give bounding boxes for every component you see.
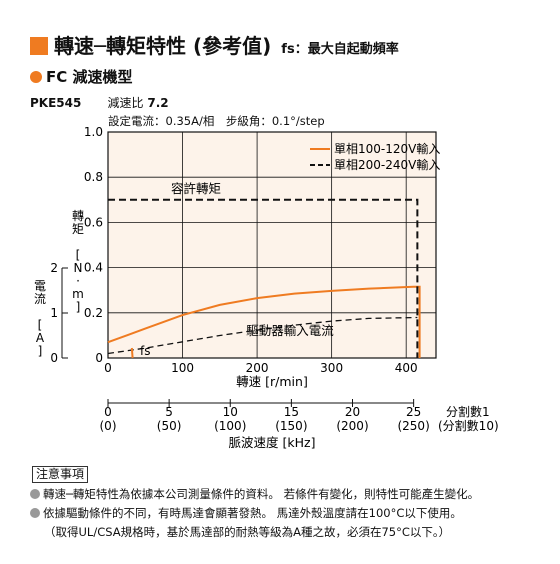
- notes-title: 注意事項: [32, 466, 89, 483]
- series-line-0: [107, 285, 421, 358]
- note-line-2: 依據驅動條件的不同，有時馬達會顯著發熱。 馬達外殼溫度請在100°C以下使用。: [30, 505, 462, 521]
- y-tick-label: 1.0: [84, 125, 103, 139]
- note-line-1: 轉速─轉矩特性為依據本公司測量條件的資料。 若條件有變化，則特性可能產生變化。: [30, 486, 479, 502]
- setting-text: 設定電流：0.35A/相 步級角：0.1°/step: [108, 114, 325, 128]
- legend-label-0: 單相100-120V輸入: [334, 141, 440, 156]
- freq-tick-label-paren: (50): [157, 419, 182, 433]
- y-tick-label: 0.4: [84, 261, 103, 275]
- y-tick-label: 0.2: [84, 306, 103, 320]
- annotation-fs: fs: [140, 344, 150, 358]
- y2-tick-label: 1: [50, 306, 58, 320]
- plot-border: [107, 131, 437, 359]
- orange-dot-icon: [30, 70, 42, 83]
- freq-tick-label-paren: (100): [214, 419, 246, 433]
- freq-tick-label-paren: (200): [336, 419, 368, 433]
- x-tick-label: 0: [104, 361, 112, 375]
- freq-tick-label-paren: (150): [275, 419, 307, 433]
- ratio: 減速比 7.2: [108, 96, 169, 110]
- freq-tick-label: 15: [284, 405, 299, 419]
- section-label: FC 減速機型: [30, 66, 132, 87]
- bullet-icon: [30, 508, 40, 518]
- y2-tick-label: 2: [50, 261, 58, 275]
- note-line-3: （取得UL/CSA規格時，基於馬達部的耐熱等級為A種之故，必須在75°C以下。）: [44, 524, 450, 540]
- freq-tick-label: 25: [406, 405, 421, 419]
- x-tick-label: 100: [171, 361, 194, 375]
- legend-label-1: 單相200-240V輸入: [334, 157, 440, 172]
- model-line: PKE545 減速比 7.2: [30, 94, 169, 111]
- x-axis-label: 轉速 [r/min]: [236, 374, 308, 389]
- freq-tick-label-paren: (0): [100, 419, 117, 433]
- x-tick-label: 200: [246, 361, 269, 375]
- section-label-text: FC 減速機型: [46, 68, 133, 86]
- x-tick-label: 300: [320, 361, 343, 375]
- ratio-value: 7.2: [147, 96, 169, 110]
- freq-tick-label-paren: (250): [397, 419, 429, 433]
- note-text-3: （取得UL/CSA規格時，基於馬達部的耐熱等級為A種之故，必須在75°C以下。）: [44, 525, 451, 539]
- page-subtitle: fs：最大自起動頻率: [281, 42, 399, 57]
- y-tick-label: 0: [95, 351, 103, 365]
- y-tick-label: 0.8: [84, 170, 103, 184]
- annotation-allowable-torque: 容許轉矩: [171, 181, 221, 196]
- freq-tick-label: 0: [104, 405, 112, 419]
- y2-tick-label: 0: [50, 351, 58, 365]
- page-title: 轉速─轉矩特性 (參考值): [54, 34, 272, 58]
- fs-marker: [130, 347, 134, 359]
- note-text-1: 轉速─轉矩特性為依據本公司測量條件的資料。 若條件有變化，則特性可能產生變化。: [43, 487, 480, 501]
- freq-axis-label: 脈波速度 [kHz]: [229, 435, 316, 450]
- freq-tick-label: 10: [223, 405, 238, 419]
- y-tick-label: 0.6: [84, 215, 103, 229]
- model-name: PKE545: [30, 96, 82, 110]
- series-line-1: [108, 198, 419, 358]
- orange-square-icon: [30, 37, 48, 55]
- annotation-input-current: 驅動器輸入電流: [246, 323, 334, 338]
- plot-area: [107, 131, 437, 359]
- freq-right-label-1: 分割數1: [446, 404, 490, 419]
- note-text-2: 依據驅動條件的不同，有時馬達會顯著發熱。 馬達外殼溫度請在100°C以下使用。: [43, 506, 462, 520]
- y-axis-label: 轉矩 [N · m]: [72, 209, 84, 314]
- freq-tick-label: 5: [165, 405, 173, 419]
- ratio-label: 減速比: [107, 96, 144, 110]
- freq-tick-label: 20: [345, 405, 360, 419]
- series-line-2: [107, 316, 418, 355]
- freq-right-label-2: (分割數10): [438, 418, 499, 433]
- x-tick-label: 400: [395, 361, 418, 375]
- y2-axis-label: 電流 [A]: [34, 279, 46, 358]
- bullet-icon: [30, 489, 40, 499]
- header: 轉速─轉矩特性 (參考值) fs：最大自起動頻率: [30, 30, 399, 59]
